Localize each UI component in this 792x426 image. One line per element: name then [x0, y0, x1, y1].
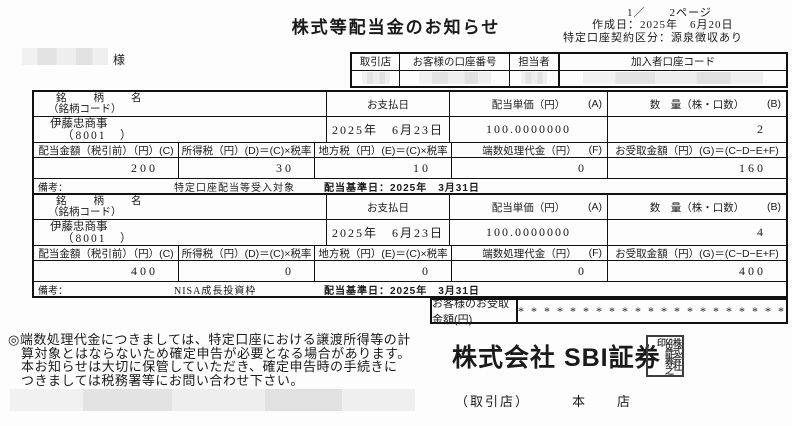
- payment-date: 2025年 6月23日: [327, 117, 450, 143]
- branch-header: 取引店: [352, 54, 400, 70]
- representative-redacted: [521, 72, 547, 85]
- payment-date-header: お支払日: [327, 92, 450, 117]
- unit-price-header: 配当単価（円）: [491, 98, 566, 111]
- representative-header: 担当者: [510, 54, 560, 70]
- unit-price-key: (A): [588, 201, 602, 213]
- notice-line: 本お知らせは大切に保管していただき、確定申告時の手続きに: [21, 359, 398, 374]
- dividend-block-2: 銘 柄 名 （銘柄コード） お支払日 配当単価（円） (A) 数 量（株・口数） (…: [34, 195, 786, 296]
- income-tax-header: 所得税（円）(D)＝(C)×税率: [179, 143, 315, 158]
- company-name: 株式会社 SBI証券: [452, 344, 661, 372]
- quantity-header: 数 量（株・口数）: [649, 98, 745, 111]
- record-date: 配当基準日：2025年 3月31日: [324, 182, 480, 194]
- notice-line: ◎端数処理代金につきましては、特定口座における譲渡所得等の計: [8, 332, 411, 347]
- receive-amount-header: お受取金額（円）(G)＝(C−D−E+F): [608, 246, 786, 261]
- dividend-table: 銘 柄 名 （銘柄コード） お支払日 配当単価（円） (A) 数 量（株・口数） (…: [32, 90, 788, 298]
- total-receive-value: * * * * * * * * * * * * * * * * * * * * …: [518, 303, 786, 318]
- block1-tax-header-row: 配当金額（税引前）（円）(C) 所得税（円）(D)＝(C)×税率 地方税（円）(…: [34, 143, 786, 158]
- amount-header: 配当金額（税引前）（円）(C): [34, 143, 179, 158]
- contract-type: 特定口座契約区分：源泉徴収あり: [563, 32, 743, 44]
- fraction-fee-value: 0: [452, 158, 608, 179]
- member-code-redacted: [583, 72, 763, 85]
- member-code-header: 加入者口座コード: [631, 56, 715, 69]
- account-number-header: お客様の口座番号: [400, 54, 510, 70]
- notice-line: つきましては税務署等にお問い合わせ下さい。: [21, 372, 304, 388]
- block2-header-row: 銘 柄 名 （銘柄コード） お支払日 配当単価（円） (A) 数 量（株・口数） (…: [34, 195, 786, 220]
- branch-value-redacted: [361, 72, 390, 85]
- amount-header: 配当金額（税引前）（円）(C): [34, 246, 179, 261]
- block2-stock-row: 伊藤忠商事 （8001 ） 2025年 6月23日 100.0000000 4: [34, 220, 786, 246]
- quantity-key: (B): [767, 98, 781, 110]
- fraction-fee-key: (F): [588, 144, 602, 156]
- unit-price: 100.0000000: [450, 117, 608, 143]
- total-receive-label: お客様のお受取金額(円): [432, 298, 518, 326]
- address-redacted: [10, 389, 415, 411]
- local-tax-header: 地方税（円）(E)＝(C)×税率: [315, 246, 452, 261]
- stock-code-header: （銘柄コード）: [48, 206, 122, 218]
- branch-line: （取引店） 本 店: [455, 391, 632, 410]
- account-number-redacted: [418, 72, 491, 85]
- local-tax-value: 0: [315, 261, 452, 282]
- page-number: 1／ 2ページ: [627, 7, 712, 19]
- total-receive-box: お客様のお受取金額(円) * * * * * * * * * * * * * *…: [430, 298, 788, 326]
- income-tax-value: 30: [179, 158, 315, 179]
- record-date: 配当基準日：2025年 3月31日: [324, 285, 480, 297]
- payment-date: 2025年 6月23日: [327, 220, 450, 246]
- account-info-box: 取引店 お客様の口座番号 担当者 加入者口座コード: [350, 52, 788, 88]
- remarks-label: 備考：: [38, 285, 68, 297]
- unit-price: 100.0000000: [450, 220, 608, 246]
- fraction-fee-value: 0: [452, 261, 608, 282]
- income-tax-value: 0: [179, 261, 315, 282]
- stock-name: 伊藤忠商事: [50, 117, 108, 130]
- block1-tax-value-row: 200 30 10 0 160: [34, 158, 786, 179]
- stock-name: 伊藤忠商事: [50, 220, 108, 233]
- amount-value: 200: [34, 158, 179, 179]
- quantity: 2: [608, 117, 786, 143]
- block1-stock-row: 伊藤忠商事 （8001 ） 2025年 6月23日 100.0000000 2: [34, 117, 786, 143]
- block2-remarks-row: 備考： NISA成長投資枠 配当基準日：2025年 3月31日: [34, 282, 786, 297]
- fraction-fee-header: 端数処理代金（円）: [482, 144, 577, 157]
- stock-name-header: 銘 柄 名: [56, 195, 144, 207]
- fraction-fee-key: (F): [588, 247, 602, 259]
- remarks-note: NISA成長投資枠: [174, 285, 257, 297]
- stock-code: （8001 ）: [62, 129, 134, 142]
- block1-header-row: 銘 柄 名 （銘柄コード） お支払日 配当単価（円） (A) 数 量（株・口数） (…: [34, 92, 786, 117]
- fraction-fee-header: 端数処理代金（円）: [482, 247, 577, 260]
- block2-tax-header-row: 配当金額（税引前）（円）(C) 所得税（円）(D)＝(C)×税率 地方税（円）(…: [34, 246, 786, 261]
- local-tax-header: 地方税（円）(E)＝(C)×税率: [315, 143, 452, 158]
- addressee-name-redacted: [22, 48, 108, 65]
- income-tax-header: 所得税（円）(D)＝(C)×税率: [179, 246, 315, 261]
- receive-amount-value: 160: [608, 158, 786, 179]
- account-info-value-row: [352, 70, 786, 86]
- amount-value: 400: [34, 261, 179, 282]
- dividend-block-1: 銘 柄 名 （銘柄コード） お支払日 配当単価（円） (A) 数 量（株・口数） (…: [34, 92, 786, 195]
- unit-price-key: (A): [588, 98, 602, 110]
- branch-value: 本 店: [572, 394, 633, 409]
- branch-label: （取引店）: [455, 394, 531, 409]
- quantity-header: 数 量（株・口数）: [649, 201, 745, 214]
- notice-line: 算対象とはならないため確定申告が必要となる場合があります。: [21, 345, 411, 361]
- remarks-label: 備考：: [38, 182, 68, 194]
- local-tax-value: 10: [315, 158, 452, 179]
- unit-price-header: 配当単価（円）: [491, 201, 566, 214]
- block2-tax-value-row: 400 0 0 0 400: [34, 261, 786, 282]
- stock-code: （8001 ）: [62, 232, 134, 245]
- payment-date-header: お支払日: [327, 195, 450, 220]
- footer-notice: ◎端数処理代金につきましては、特定口座における譲渡所得等の計 算対象とはならない…: [8, 333, 411, 387]
- quantity-key: (B): [767, 201, 781, 213]
- stock-code-header: （銘柄コード）: [48, 103, 122, 115]
- account-info-header-row: 取引店 お客様の口座番号 担当者 加入者口座コード: [352, 54, 786, 71]
- block1-remarks-row: 備考： 特定口座配当等受入対象 配当基準日：2025年 3月31日: [34, 179, 786, 194]
- receive-amount-header: お受取金額（円）(G)＝(C−D−E+F): [608, 143, 786, 158]
- remarks-note: 特定口座配当等受入対象: [174, 182, 295, 194]
- quantity: 4: [608, 220, 786, 246]
- company-seal-icon: 株式会社SBI証券之印: [646, 335, 684, 377]
- addressee-honorific: 様: [113, 53, 126, 67]
- receive-amount-value: 400: [608, 261, 786, 282]
- created-date: 作成日：2025年 6月20日: [592, 19, 734, 31]
- page-title: 株式等配当金のお知らせ: [291, 18, 501, 37]
- stock-name-header: 銘 柄 名: [56, 92, 144, 104]
